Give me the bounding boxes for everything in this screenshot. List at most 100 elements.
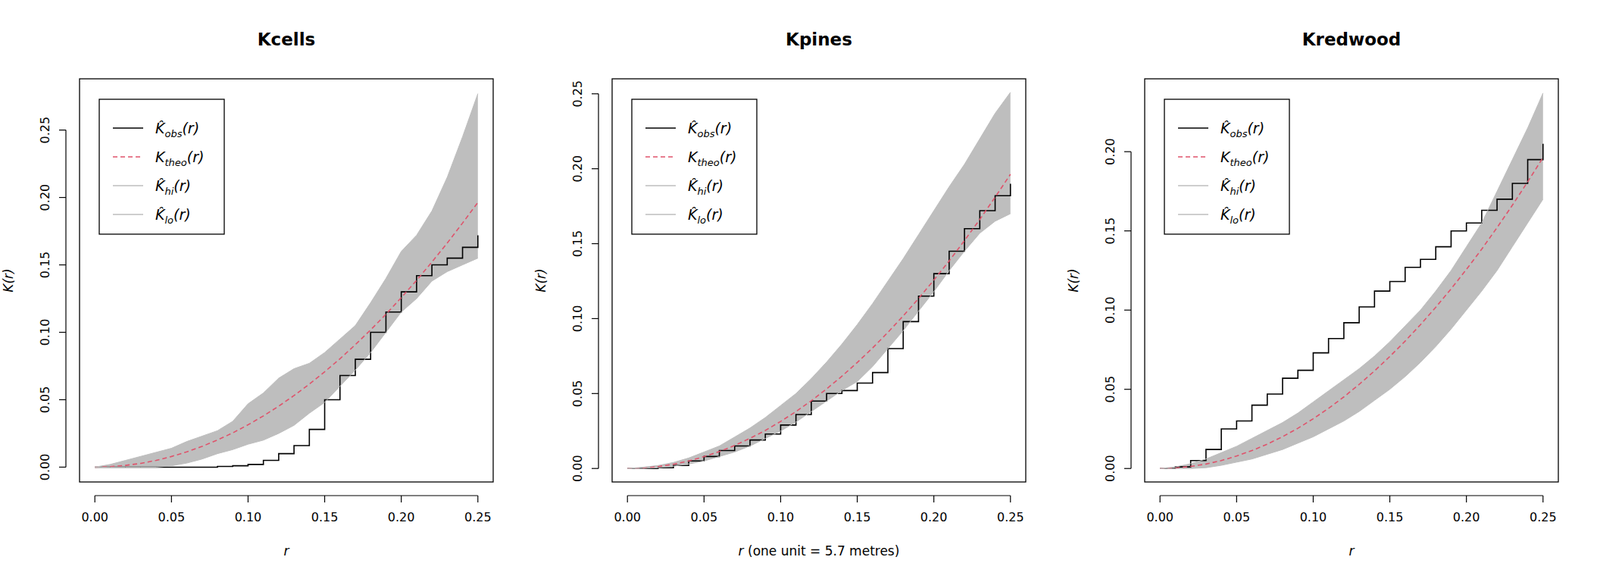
x-tick-label: 0.20 — [920, 509, 948, 525]
plot-area — [94, 93, 479, 468]
y-tick — [1124, 151, 1132, 153]
y-tick — [1124, 309, 1132, 311]
x-tick — [1542, 495, 1544, 503]
x-label: r (one unit = 5.7 metres) — [738, 543, 900, 559]
envelope-edge — [627, 92, 1011, 469]
x-tick — [400, 495, 402, 503]
legend-label: K̂lo(r) — [155, 206, 191, 226]
x-tick — [627, 495, 629, 503]
y-tick-label: 0.25 — [37, 116, 53, 144]
y-tick — [59, 196, 66, 198]
x-tick — [933, 495, 935, 503]
x-axis-line — [94, 494, 479, 496]
x-tick-label: 0.20 — [1453, 509, 1481, 525]
x-tick — [171, 495, 172, 503]
envelope-edge — [94, 258, 479, 468]
y-tick-label: 0.15 — [37, 251, 53, 279]
plot-frame — [1144, 78, 1559, 482]
y-tick — [59, 466, 66, 468]
x-tick-label: 0.25 — [1529, 509, 1557, 525]
envelope-edge — [627, 213, 1011, 469]
y-tick-label: 0.05 — [570, 380, 585, 408]
legend: K̂obs(r)Ktheo(r)K̂hi(r)K̂lo(r) — [1164, 99, 1290, 235]
legend-swatch — [645, 213, 676, 216]
x-tick-label: 0.10 — [1300, 509, 1328, 525]
x-tick — [703, 495, 705, 503]
y-tick-label: 0.10 — [1103, 296, 1118, 324]
legend-label: Ktheo(r) — [1220, 148, 1269, 169]
y-tick-label: 0.10 — [37, 318, 53, 347]
title: Kredwood — [1302, 29, 1402, 50]
legend-swatch — [645, 127, 676, 129]
panel: 0.000.050.100.150.200.250.000.050.100.15… — [533, 29, 1026, 559]
x-tick-label: 0.15 — [1376, 509, 1404, 525]
x-tick-label: 0.00 — [613, 509, 641, 525]
legend-label: K̂obs(r) — [687, 119, 732, 140]
envelope-edge — [94, 93, 479, 468]
y-tick — [1124, 230, 1132, 232]
y-axis-line — [65, 130, 66, 468]
x-label: r — [284, 543, 291, 559]
y-tick-label: 0.15 — [570, 230, 585, 258]
legend-label: K̂lo(r) — [1220, 206, 1257, 226]
figure: 0.00 0.05 0.10 0.15 0.20 0.25 0.00 0.05 0.10 0.15… — [0, 0, 1600, 582]
y-tick-label: 0.20 — [570, 155, 585, 183]
series-line — [94, 234, 479, 467]
x-tick-label: 0.15 — [311, 509, 339, 525]
x-tick — [1159, 495, 1161, 503]
legend-label: K̂hi(r) — [155, 177, 191, 197]
legend-swatch — [1178, 213, 1209, 216]
legend-swatch — [1178, 127, 1209, 129]
title: Kcells — [257, 29, 316, 50]
title: Kpines — [785, 29, 853, 50]
y-tick-label: 0.00 — [37, 453, 53, 482]
y-tick-label: 0.05 — [1103, 375, 1118, 404]
x-tick — [1236, 495, 1238, 503]
x-tick-label: 0.25 — [996, 509, 1025, 525]
y-label: K(r) — [0, 268, 16, 292]
plot-area — [1159, 93, 1544, 469]
y-tick-label: 0.20 — [37, 184, 53, 212]
legend-swatch — [645, 156, 676, 158]
legend-swatch — [112, 127, 144, 129]
x-axis-line — [627, 494, 1011, 496]
y-tick — [591, 468, 599, 469]
y-label: K(r) — [533, 268, 549, 292]
x-tick-label: 0.05 — [1223, 509, 1251, 525]
x-tick-label: 0.25 — [464, 509, 492, 525]
panel: 0.000.050.100.150.200.250.000.050.100.15… — [1065, 29, 1559, 559]
legend-swatch — [1178, 184, 1209, 187]
x-tick — [1465, 495, 1467, 503]
y-tick-label: 0.00 — [570, 454, 585, 482]
legend-swatch — [112, 213, 144, 216]
envelope-edge — [1159, 199, 1544, 469]
y-axis-line — [597, 93, 599, 469]
x-tick-label: 0.00 — [1146, 509, 1174, 525]
y-tick-label: 0.20 — [1103, 137, 1118, 166]
x-tick-label: 0.20 — [387, 509, 416, 525]
x-tick-label: 0.10 — [767, 509, 795, 525]
x-axis-line — [1159, 494, 1544, 496]
legend-swatch — [112, 184, 144, 187]
legend-swatch — [1178, 156, 1209, 158]
y-tick — [591, 93, 599, 94]
envelope — [627, 92, 1011, 469]
x-tick — [324, 495, 325, 503]
legend-label: Ktheo(r) — [687, 148, 737, 169]
y-tick-label: 0.25 — [570, 80, 585, 108]
x-tick — [477, 495, 479, 503]
panel: 0.000.050.100.150.200.250.000.050.100.15… — [0, 29, 494, 559]
x-tick — [1009, 495, 1011, 503]
y-tick-label: 0.15 — [1103, 217, 1118, 245]
x-tick — [247, 495, 249, 503]
legend-label: K̂obs(r) — [155, 119, 200, 140]
x-tick — [780, 495, 782, 503]
y-tick — [59, 331, 66, 333]
y-tick — [591, 243, 599, 244]
y-tick — [59, 264, 66, 266]
x-label: r — [1349, 543, 1356, 559]
legend: K̂obs(r)Ktheo(r)K̂hi(r)K̂lo(r) — [631, 99, 757, 235]
y-tick — [1124, 388, 1132, 390]
x-tick — [1312, 495, 1314, 503]
legend-label: K̂obs(r) — [1220, 119, 1265, 140]
